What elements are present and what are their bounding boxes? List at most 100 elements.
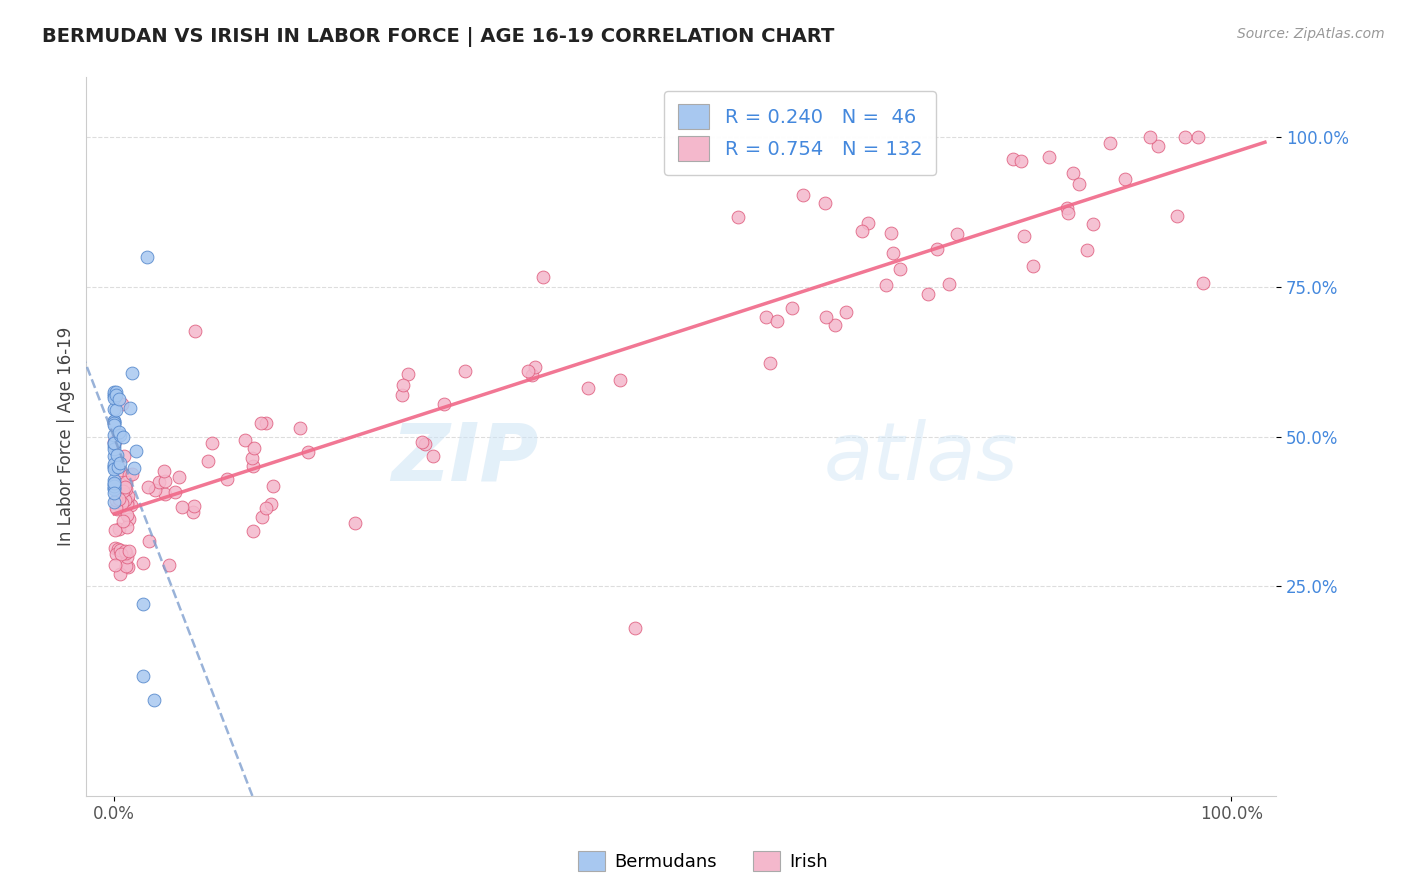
Point: [115, 497, 138, 511]
Point: [946, 227, 969, 241]
Point: [242, 524, 264, 538]
Point: [766, 314, 789, 328]
Point: [875, 278, 897, 293]
Point: [392, 378, 415, 392]
Point: [105, 384, 128, 399]
Point: [197, 454, 219, 468]
Point: [103, 417, 125, 431]
Point: [254, 500, 277, 515]
Point: [391, 388, 413, 402]
Point: [422, 449, 444, 463]
Point: [1098, 136, 1121, 150]
Point: [1076, 244, 1098, 258]
Point: [103, 459, 125, 474]
Point: [103, 414, 125, 428]
Y-axis label: In Labor Force | Age 16-19: In Labor Force | Age 16-19: [58, 327, 75, 546]
Legend: R = 0.240   N =  46, R = 0.754   N = 132: R = 0.240 N = 46, R = 0.754 N = 132: [665, 91, 936, 175]
Point: [131, 556, 153, 570]
Point: [103, 392, 125, 406]
Point: [835, 305, 858, 319]
Point: [516, 364, 538, 378]
Point: [103, 436, 125, 450]
Point: [1174, 130, 1197, 145]
Point: [104, 434, 127, 448]
Point: [1010, 153, 1032, 168]
Point: [108, 543, 131, 558]
Point: [167, 469, 190, 483]
Point: [103, 439, 125, 453]
Point: [523, 360, 546, 375]
Point: [396, 367, 419, 381]
Point: [262, 479, 284, 493]
Point: [122, 460, 145, 475]
Point: [115, 549, 138, 564]
Point: [531, 269, 554, 284]
Point: [143, 693, 166, 707]
Point: [107, 459, 129, 474]
Point: [103, 436, 125, 450]
Text: BERMUDAN VS IRISH IN LABOR FORCE | AGE 16-19 CORRELATION CHART: BERMUDAN VS IRISH IN LABOR FORCE | AGE 1…: [42, 27, 835, 46]
Point: [1062, 166, 1084, 180]
Point: [153, 464, 176, 478]
Point: [433, 397, 456, 411]
Point: [114, 492, 136, 507]
Point: [103, 457, 125, 471]
Point: [755, 310, 778, 324]
Point: [112, 450, 135, 464]
Point: [104, 523, 127, 537]
Point: [112, 430, 135, 444]
Point: [882, 246, 904, 260]
Point: [120, 498, 142, 512]
Point: [243, 442, 266, 456]
Point: [413, 437, 436, 451]
Text: Source: ZipAtlas.com: Source: ZipAtlas.com: [1237, 27, 1385, 41]
Point: [132, 669, 155, 683]
Point: [115, 482, 138, 496]
Point: [125, 444, 148, 458]
Point: [184, 324, 207, 338]
Point: [780, 301, 803, 316]
Point: [117, 489, 139, 503]
Point: [1187, 130, 1209, 145]
Point: [110, 500, 132, 515]
Point: [411, 435, 433, 450]
Point: [115, 475, 138, 489]
Point: [111, 396, 134, 410]
Point: [121, 467, 143, 482]
Point: [114, 480, 136, 494]
Point: [103, 449, 125, 463]
Point: [108, 566, 131, 581]
Point: [103, 427, 125, 442]
Point: [856, 217, 879, 231]
Point: [103, 442, 125, 456]
Point: [1114, 171, 1136, 186]
Point: [157, 558, 180, 573]
Point: [889, 262, 911, 277]
Point: [103, 413, 125, 427]
Point: [104, 387, 127, 401]
Point: [110, 547, 132, 561]
Point: [103, 418, 125, 433]
Point: [115, 546, 138, 560]
Point: [520, 368, 543, 382]
Point: [131, 597, 153, 611]
Point: [1056, 206, 1078, 220]
Point: [105, 547, 128, 561]
Point: [103, 495, 125, 509]
Point: [105, 501, 128, 516]
Point: [242, 459, 264, 474]
Point: [917, 287, 939, 301]
Point: [815, 310, 838, 325]
Point: [624, 621, 647, 635]
Point: [155, 487, 177, 501]
Point: [105, 448, 128, 462]
Point: [105, 502, 128, 516]
Point: [121, 366, 143, 380]
Point: [107, 479, 129, 493]
Point: [111, 496, 134, 510]
Point: [104, 541, 127, 556]
Text: atlas: atlas: [824, 419, 1019, 497]
Point: [181, 505, 204, 519]
Point: [240, 451, 263, 466]
Point: [925, 242, 948, 256]
